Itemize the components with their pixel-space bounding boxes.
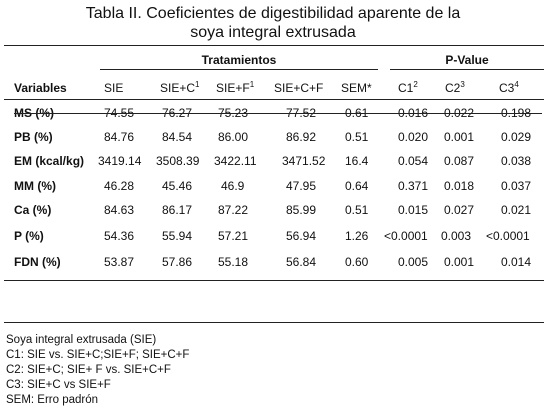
- cell-sie-c: 3508.39: [156, 154, 200, 168]
- cell-sie: 84.76: [104, 130, 135, 144]
- cell-sie-c-f: 56.94: [286, 229, 317, 243]
- cell-sie-f: 57.21: [218, 229, 249, 243]
- header-c2: C23: [445, 80, 465, 96]
- header-sie-c: SIE+C1: [160, 80, 200, 96]
- pvalue-rule: [390, 69, 544, 70]
- cell-c1: 0.015: [398, 203, 429, 217]
- cell-c1: 0.005: [398, 255, 429, 269]
- cell-sie-c-f: 56.84: [286, 255, 317, 269]
- cell-sem: 1.26: [345, 229, 369, 243]
- row-variable: P (%): [14, 229, 44, 243]
- cell-sie-c: 55.94: [162, 229, 193, 243]
- cell-c3: 0.037: [501, 179, 532, 193]
- cell-sie-c-f: 3471.52: [282, 154, 326, 168]
- cell-sie-f: 87.22: [218, 203, 249, 217]
- row-variable: FDN (%): [14, 255, 61, 269]
- row-variable: EM (kcal/kg): [14, 154, 85, 168]
- cell-sie-f: 55.18: [218, 255, 249, 269]
- cell-sie: 46.28: [104, 179, 135, 193]
- cell-c1: 0.371: [398, 179, 429, 193]
- header-sem: SEM*: [341, 81, 372, 95]
- footnote: SEM: Erro padrón: [6, 394, 99, 406]
- cell-sie-c-f: 85.99: [286, 203, 317, 217]
- cell-c3: 0.029: [501, 130, 532, 144]
- table-title-line-2: soya integral extrusada: [190, 24, 356, 41]
- cell-c2: 0.003: [441, 229, 472, 243]
- ms-row-strike-line: [14, 113, 542, 114]
- cell-c1: <0.0001: [384, 229, 428, 243]
- row-variable: Ca (%): [14, 203, 52, 217]
- cell-c1: 0.054: [398, 154, 429, 168]
- cell-c2: 0.018: [444, 179, 475, 193]
- footnote: C1: SIE vs. SIE+C;SIE+F; SIE+C+F: [6, 349, 190, 361]
- cell-sem: 0.51: [345, 130, 369, 144]
- cell-sie-c: 86.17: [162, 203, 193, 217]
- cell-sie-c: 84.54: [162, 130, 193, 144]
- group-pvalue: P-Value: [445, 53, 489, 67]
- bottom-rule: [4, 280, 544, 281]
- table-title-line-1: Tabla II. Coeficientes de digestibilidad…: [85, 5, 461, 22]
- header-c3: C34: [499, 80, 519, 96]
- header-c1: C12: [398, 80, 418, 96]
- cell-sie-f: 3422.11: [214, 154, 257, 168]
- cell-c3: 0.038: [501, 154, 532, 168]
- row-variable: MM (%): [14, 179, 56, 193]
- cell-sem: 0.51: [345, 203, 369, 217]
- footnote-rule: [4, 322, 544, 323]
- cell-sie: 84.63: [104, 203, 135, 217]
- cell-c3: 0.014: [501, 255, 532, 269]
- cell-sie-f: 86.00: [218, 130, 249, 144]
- cell-sie-c-f: 47.95: [286, 179, 317, 193]
- cell-sie: 3419.14: [98, 154, 142, 168]
- cell-sie-c-f: 86.92: [286, 130, 317, 144]
- group-tratamientos: Tratamientos: [201, 53, 277, 67]
- tratamientos-rule: [100, 69, 378, 70]
- cell-c2: 0.027: [444, 203, 475, 217]
- cell-sem: 0.60: [345, 255, 369, 269]
- footnote: Soya integral extrusada (SIE): [6, 334, 157, 346]
- cell-sie-f: 46.9: [221, 179, 245, 193]
- cell-c2: 0.001: [444, 255, 475, 269]
- header-sie-f: SIE+F1: [216, 80, 255, 96]
- cell-sie: 54.36: [104, 229, 135, 243]
- cell-sie-c: 57.86: [162, 255, 193, 269]
- cell-c2: 0.087: [444, 154, 475, 168]
- top-rule: [4, 45, 544, 46]
- cell-c3: <0.0001: [486, 229, 530, 243]
- cell-sie-c: 45.46: [162, 179, 193, 193]
- footnote: C3: SIE+C vs SIE+F: [6, 379, 111, 391]
- cell-c2: 0.001: [444, 130, 475, 144]
- header-sie: SIE: [104, 81, 124, 95]
- cell-c3: 0.021: [501, 203, 532, 217]
- cell-sem: 0.64: [345, 179, 369, 193]
- cell-sem: 16.4: [345, 154, 369, 168]
- header-sie-c-f: SIE+C+F: [274, 81, 324, 95]
- cell-sie: 53.87: [104, 255, 135, 269]
- row-variable: PB (%): [14, 130, 53, 144]
- cell-c1: 0.020: [398, 130, 429, 144]
- header-rule: [4, 99, 544, 100]
- header-variables: Variables: [14, 81, 67, 95]
- footnote: C2: SIE+C; SIE+ F vs. SIE+C+F: [6, 364, 171, 376]
